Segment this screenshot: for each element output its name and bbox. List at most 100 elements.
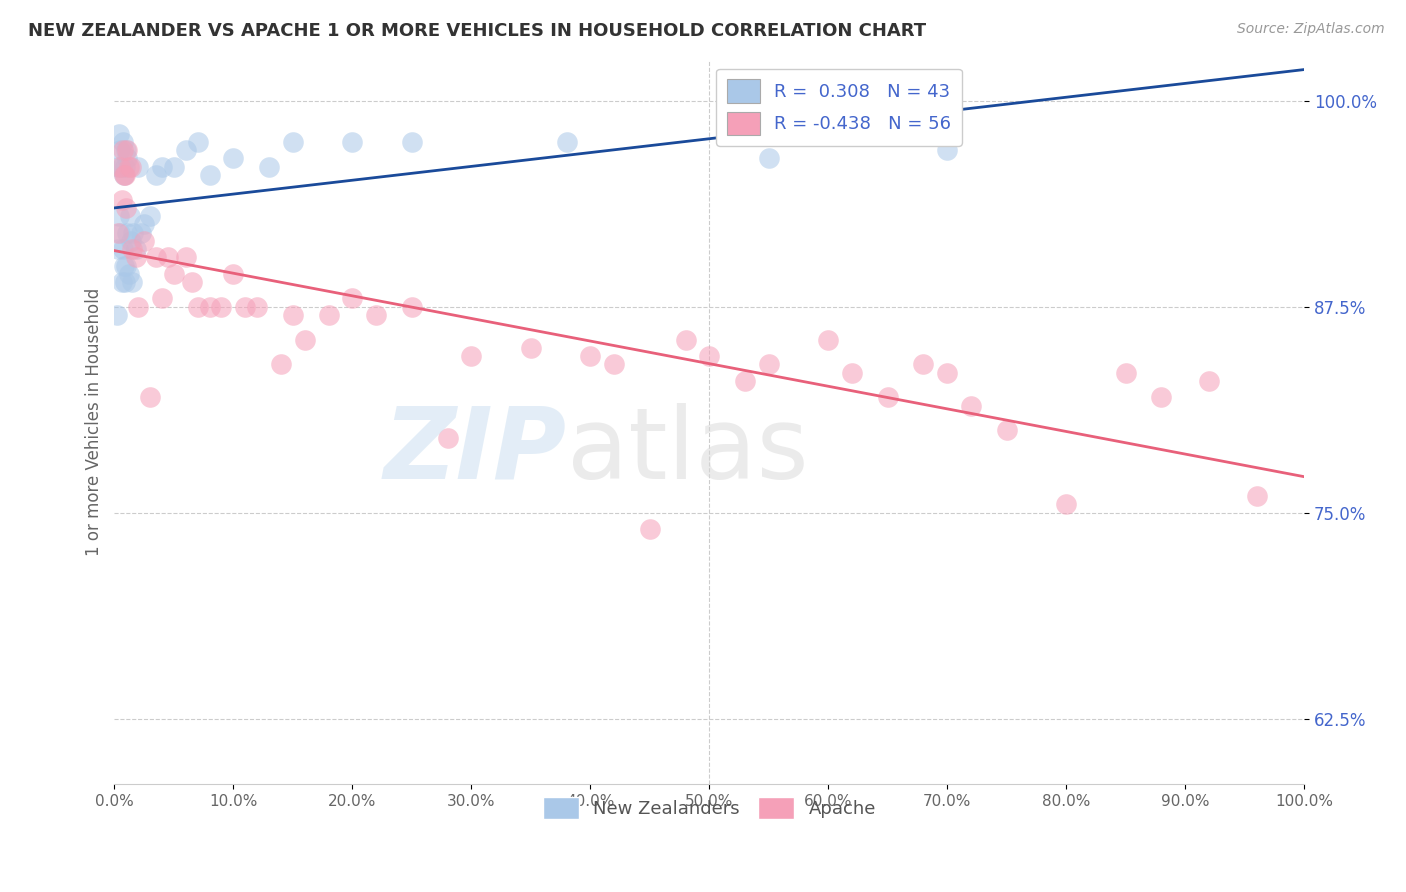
Point	[180, 275, 202, 289]
Point	[1115, 366, 1137, 380]
Point	[115, 259, 138, 273]
Y-axis label: 1 or more Vehicles in Household: 1 or more Vehicles in Household	[86, 288, 103, 556]
Point	[150, 160, 173, 174]
Point	[233, 300, 256, 314]
Point	[638, 522, 661, 536]
Point	[117, 152, 139, 166]
Point	[174, 143, 197, 157]
Point	[118, 267, 141, 281]
Point	[122, 226, 145, 240]
Point	[675, 333, 697, 347]
Point	[912, 357, 935, 371]
Point	[127, 160, 149, 174]
Point	[114, 168, 136, 182]
Point	[436, 432, 458, 446]
Point	[401, 135, 423, 149]
Point	[318, 308, 340, 322]
Point	[995, 423, 1018, 437]
Point	[134, 234, 156, 248]
Point	[125, 242, 148, 256]
Point	[107, 242, 129, 256]
Point	[1246, 489, 1268, 503]
Point	[246, 300, 269, 314]
Point	[156, 250, 179, 264]
Point	[401, 300, 423, 314]
Point	[198, 168, 221, 182]
Point	[111, 242, 134, 256]
Point	[758, 152, 780, 166]
Point	[115, 201, 138, 215]
Point	[117, 226, 139, 240]
Point	[187, 300, 209, 314]
Point	[936, 143, 959, 157]
Point	[294, 333, 316, 347]
Point	[112, 168, 135, 182]
Point	[111, 135, 134, 149]
Point	[120, 160, 142, 174]
Point	[111, 143, 134, 157]
Point	[110, 143, 132, 157]
Point	[127, 300, 149, 314]
Point	[118, 209, 141, 223]
Legend: New Zealanders, Apache: New Zealanders, Apache	[536, 789, 883, 826]
Point	[112, 168, 135, 182]
Point	[110, 160, 132, 174]
Point	[1150, 390, 1173, 404]
Point	[110, 226, 132, 240]
Point	[342, 135, 364, 149]
Point	[110, 193, 132, 207]
Point	[110, 160, 132, 174]
Point	[198, 300, 221, 314]
Point	[936, 366, 959, 380]
Point	[125, 250, 148, 264]
Point	[174, 250, 197, 264]
Point	[697, 349, 720, 363]
Point	[841, 366, 863, 380]
Point	[211, 300, 233, 314]
Point	[150, 292, 173, 306]
Point	[222, 267, 245, 281]
Point	[1054, 497, 1077, 511]
Point	[758, 357, 780, 371]
Point	[121, 242, 143, 256]
Point	[579, 349, 602, 363]
Text: atlas: atlas	[567, 402, 808, 500]
Point	[129, 226, 152, 240]
Point	[120, 234, 142, 248]
Point	[187, 135, 209, 149]
Point	[960, 399, 983, 413]
Text: NEW ZEALANDER VS APACHE 1 OR MORE VEHICLES IN HOUSEHOLD CORRELATION CHART: NEW ZEALANDER VS APACHE 1 OR MORE VEHICL…	[28, 22, 927, 40]
Point	[270, 357, 292, 371]
Point	[134, 217, 156, 231]
Point	[281, 135, 304, 149]
Point	[603, 357, 626, 371]
Point	[817, 333, 839, 347]
Point	[108, 127, 131, 141]
Point	[114, 275, 136, 289]
Point	[107, 160, 129, 174]
Point	[163, 267, 186, 281]
Text: Source: ZipAtlas.com: Source: ZipAtlas.com	[1237, 22, 1385, 37]
Point	[145, 168, 167, 182]
Point	[145, 250, 167, 264]
Point	[520, 341, 543, 355]
Point	[734, 374, 756, 388]
Point	[121, 275, 143, 289]
Point	[281, 308, 304, 322]
Point	[108, 209, 131, 223]
Text: ZIP: ZIP	[384, 402, 567, 500]
Point	[366, 308, 388, 322]
Point	[110, 275, 132, 289]
Point	[118, 160, 141, 174]
Point	[163, 160, 186, 174]
Point	[555, 135, 578, 149]
Point	[112, 259, 135, 273]
Point	[107, 226, 129, 240]
Point	[139, 209, 162, 223]
Point	[139, 390, 162, 404]
Point	[222, 152, 245, 166]
Point	[876, 390, 898, 404]
Point	[117, 143, 139, 157]
Point	[460, 349, 482, 363]
Point	[115, 143, 138, 157]
